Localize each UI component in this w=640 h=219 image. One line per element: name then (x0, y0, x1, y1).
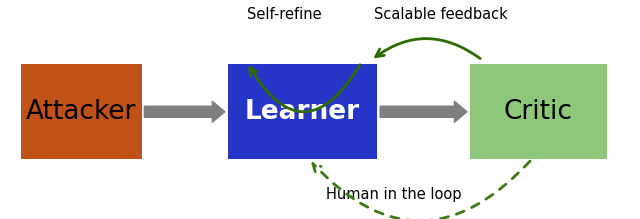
Text: Learner: Learner (245, 99, 360, 125)
Text: Critic: Critic (504, 99, 573, 125)
Text: Scalable feedback: Scalable feedback (374, 7, 508, 22)
Text: Self-refine: Self-refine (246, 7, 321, 22)
Text: Attacker: Attacker (26, 99, 136, 125)
FancyBboxPatch shape (470, 64, 607, 159)
FancyBboxPatch shape (228, 64, 378, 159)
Text: Human in the loop: Human in the loop (326, 187, 461, 202)
FancyBboxPatch shape (20, 64, 141, 159)
